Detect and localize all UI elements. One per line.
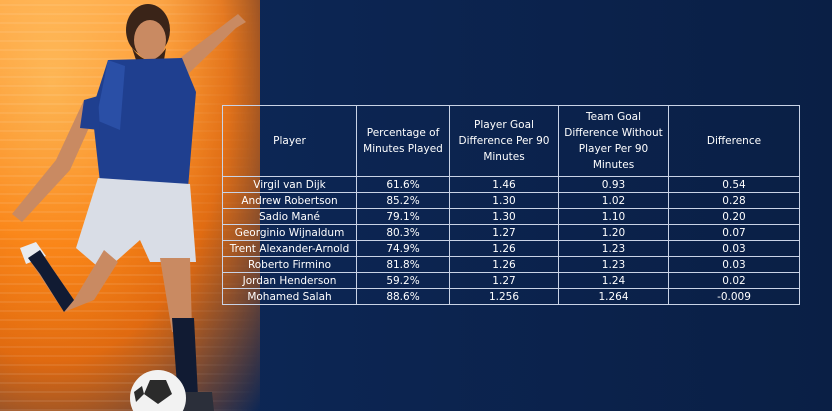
cell-difference: 0.03: [668, 240, 800, 257]
table-row: Roberto Firmino 81.8% 1.26 1.23 0.03: [222, 256, 800, 273]
cell-minutes: 88.6%: [356, 288, 450, 305]
hero-artwork: [0, 0, 260, 411]
cell-difference: 0.20: [668, 208, 800, 225]
footballer-illustration: [12, 4, 246, 411]
table-row: Virgil van Dijk 61.6% 1.46 0.93 0.54: [222, 176, 800, 193]
table-row: Andrew Robertson 85.2% 1.30 1.02 0.28: [222, 192, 800, 209]
cell-player: Jordan Henderson: [222, 272, 357, 289]
cell-team-gd: 0.93: [558, 176, 669, 193]
cell-team-gd: 1.23: [558, 256, 669, 273]
cell-team-gd: 1.02: [558, 192, 669, 209]
cell-player: Mohamed Salah: [222, 288, 357, 305]
cell-team-gd: 1.20: [558, 224, 669, 241]
table-row: Mohamed Salah 88.6% 1.256 1.264 -0.009: [222, 288, 800, 305]
cell-difference: 0.02: [668, 272, 800, 289]
table-row: Georginio Wijnaldum 80.3% 1.27 1.20 0.07: [222, 224, 800, 241]
cell-minutes: 85.2%: [356, 192, 450, 209]
cell-team-gd: 1.10: [558, 208, 669, 225]
cell-team-gd: 1.23: [558, 240, 669, 257]
player-stats-table: Player Percentage of Minutes Played Play…: [222, 105, 800, 305]
cell-player-gd: 1.27: [449, 224, 559, 241]
cell-difference: -0.009: [668, 288, 800, 305]
cell-player-gd: 1.27: [449, 272, 559, 289]
stats-table-container: Player Percentage of Minutes Played Play…: [222, 105, 800, 305]
cell-minutes: 61.6%: [356, 176, 450, 193]
cell-difference: 0.28: [668, 192, 800, 209]
cell-minutes: 80.3%: [356, 224, 450, 241]
cell-player-gd: 1.26: [449, 256, 559, 273]
table-row: Jordan Henderson 59.2% 1.27 1.24 0.02: [222, 272, 800, 289]
cell-player: Virgil van Dijk: [222, 176, 357, 193]
header-player-goal-diff: Player Goal Difference Per 90 Minutes: [449, 105, 559, 177]
cell-player-gd: 1.30: [449, 208, 559, 225]
header-player: Player: [222, 105, 357, 177]
cell-player: Andrew Robertson: [222, 192, 357, 209]
cell-player: Georginio Wijnaldum: [222, 224, 357, 241]
cell-minutes: 59.2%: [356, 272, 450, 289]
cell-player: Trent Alexander-Arnold: [222, 240, 357, 257]
cell-minutes: 74.9%: [356, 240, 450, 257]
cell-player-gd: 1.46: [449, 176, 559, 193]
header-difference: Difference: [668, 105, 800, 177]
header-team-goal-diff-without: Team Goal Difference Without Player Per …: [558, 105, 669, 177]
table-row: Sadio Mané 79.1% 1.30 1.10 0.20: [222, 208, 800, 225]
cell-team-gd: 1.264: [558, 288, 669, 305]
cell-player: Roberto Firmino: [222, 256, 357, 273]
cell-player: Sadio Mané: [222, 208, 357, 225]
cell-difference: 0.54: [668, 176, 800, 193]
cell-minutes: 81.8%: [356, 256, 450, 273]
table-row: Trent Alexander-Arnold 74.9% 1.26 1.23 0…: [222, 240, 800, 257]
table-header-row: Player Percentage of Minutes Played Play…: [222, 105, 800, 177]
header-minutes-played: Percentage of Minutes Played: [356, 105, 450, 177]
cell-difference: 0.07: [668, 224, 800, 241]
cell-player-gd: 1.26: [449, 240, 559, 257]
cell-player-gd: 1.256: [449, 288, 559, 305]
cell-team-gd: 1.24: [558, 272, 669, 289]
cell-player-gd: 1.30: [449, 192, 559, 209]
cell-difference: 0.03: [668, 256, 800, 273]
cell-minutes: 79.1%: [356, 208, 450, 225]
